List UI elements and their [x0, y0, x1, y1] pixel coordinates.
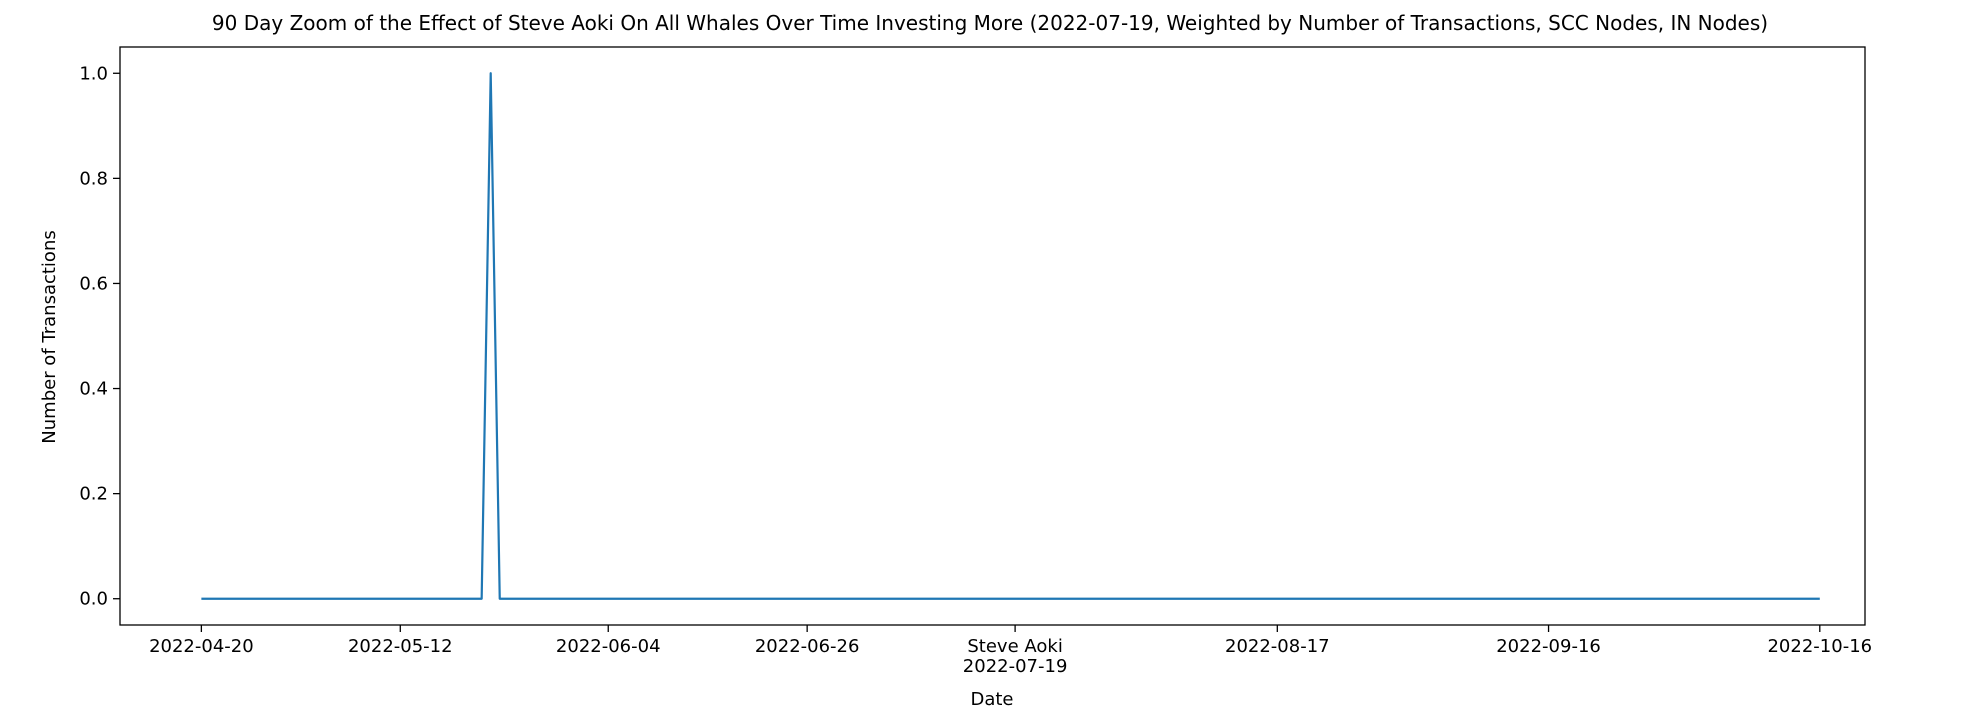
chart-title: 90 Day Zoom of the Effect of Steve Aoki … [212, 11, 1768, 35]
x-tick-label: 2022-08-17 [1225, 636, 1330, 657]
x-tick-label: 2022-09-16 [1496, 636, 1601, 657]
y-tick-label: 0.6 [79, 273, 108, 294]
y-tick-label: 0.2 [79, 484, 108, 505]
x-axis-label: Date [970, 689, 1013, 710]
series-layer [201, 72, 1820, 600]
x-tick-label: 2022-10-16 [1767, 636, 1872, 657]
x-tick-label: 2022-07-19 [963, 656, 1068, 677]
x-axis: 2022-04-20 2022-05-12 2022-06-04 2022-06-26… [149, 625, 1872, 677]
series-line [201, 72, 1820, 600]
y-axis: 0.0 0.2 0.4 0.6 0.8 1.0 [79, 63, 120, 610]
y-axis-label: Number of Transactions [39, 230, 60, 443]
plot-area-frame [119, 46, 1866, 626]
x-tick-label: 2022-06-04 [556, 636, 661, 657]
y-tick-label: 0.0 [79, 589, 108, 610]
event-label: Steve Aoki [967, 636, 1062, 657]
x-tick-label: 2022-06-26 [755, 636, 860, 657]
x-tick-label: 2022-04-20 [149, 636, 254, 657]
y-tick-label: 0.4 [79, 379, 108, 400]
y-tick-label: 1.0 [79, 63, 108, 84]
x-tick-label: 2022-05-12 [348, 636, 453, 657]
y-tick-label: 0.8 [79, 168, 108, 189]
